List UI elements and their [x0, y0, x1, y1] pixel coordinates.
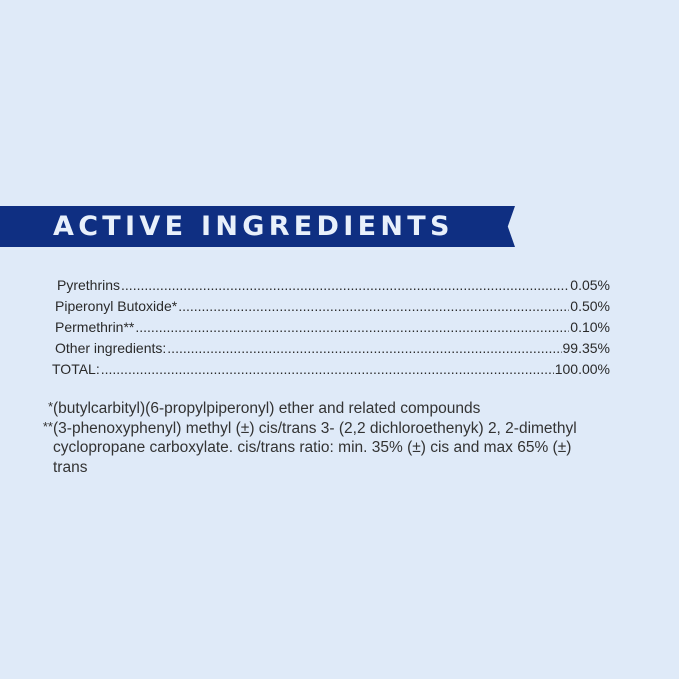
footnote-text: (butylcarbityl)(6-propylpiperonyl) ether…: [53, 400, 481, 417]
footnotes: * (butylcarbityl)(6-propylpiperonyl) ethe…: [36, 399, 596, 477]
dot-leader: [101, 361, 554, 377]
dot-leader: [178, 298, 569, 314]
footnote-mark: **: [42, 418, 53, 434]
dot-leader: [167, 340, 561, 356]
footnote-text: (3-phenoxyphenyl) methyl (±) cis/trans 3…: [53, 419, 577, 476]
ingredient-row: Piperonyl Butoxide* 0.50%: [55, 298, 610, 319]
footnote: * (butylcarbityl)(6-propylpiperonyl) ethe…: [36, 399, 596, 419]
ingredient-name: Other ingredients:: [55, 340, 167, 356]
dot-leader: [121, 277, 569, 293]
title-banner: [0, 206, 515, 247]
ingredient-name: TOTAL:: [52, 361, 100, 377]
ingredient-value: 99.35%: [562, 340, 610, 356]
dot-leader: [135, 319, 569, 335]
banner-title: ACTIVE INGREDIENTS: [53, 211, 454, 242]
ingredient-value: 100.00%: [554, 361, 610, 377]
ingredient-row: Other ingredients: 99.35%: [55, 340, 610, 361]
ingredient-name: Pyrethrins: [57, 277, 121, 293]
ingredient-name: Permethrin**: [55, 319, 135, 335]
footnote-mark: *: [47, 399, 53, 414]
ingredient-row: Pyrethrins 0.05%: [55, 277, 610, 298]
ingredient-value: 0.50%: [570, 298, 610, 314]
ingredients-list: Pyrethrins 0.05% Piperonyl Butoxide* 0.50%…: [52, 277, 610, 382]
ingredient-value: 0.10%: [570, 319, 610, 335]
ingredient-name: Piperonyl Butoxide*: [55, 298, 178, 314]
footnote: ** (3-phenoxyphenyl) methyl (±) cis/trans…: [36, 419, 596, 478]
ingredient-value: 0.05%: [570, 277, 610, 293]
ingredient-row-total: TOTAL: 100.00%: [52, 361, 610, 382]
ingredient-row: Permethrin** 0.10%: [55, 319, 610, 340]
